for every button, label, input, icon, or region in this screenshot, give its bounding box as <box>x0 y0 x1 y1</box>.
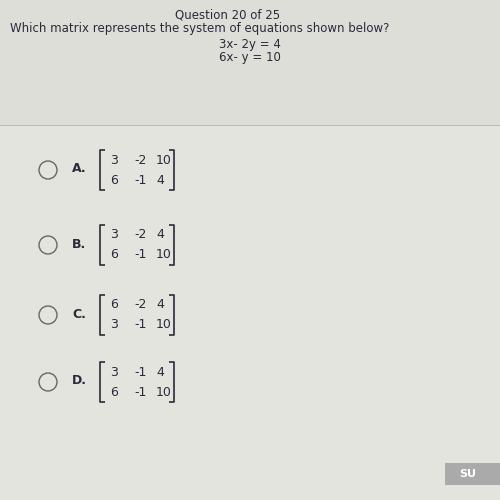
Text: -1: -1 <box>134 174 146 186</box>
Text: 6: 6 <box>110 298 118 312</box>
FancyBboxPatch shape <box>0 0 500 130</box>
Text: 4: 4 <box>156 228 164 241</box>
Text: 3: 3 <box>110 366 118 378</box>
Text: 10: 10 <box>156 386 172 398</box>
Text: 3: 3 <box>110 318 118 332</box>
Text: -1: -1 <box>134 386 146 398</box>
Text: 6x- y = 10: 6x- y = 10 <box>219 51 281 64</box>
Text: 3: 3 <box>110 228 118 241</box>
Text: -2: -2 <box>134 228 146 241</box>
Text: C.: C. <box>72 308 86 320</box>
Text: -1: -1 <box>134 318 146 332</box>
Text: -1: -1 <box>134 248 146 262</box>
Text: SU: SU <box>460 469 476 479</box>
Text: 3x- 2y = 4: 3x- 2y = 4 <box>219 38 281 51</box>
Text: Which matrix represents the system of equations shown below?: Which matrix represents the system of eq… <box>10 22 390 35</box>
Text: B.: B. <box>72 238 86 250</box>
Text: 6: 6 <box>110 174 118 186</box>
Text: D.: D. <box>72 374 87 388</box>
Text: -1: -1 <box>134 366 146 378</box>
Text: 10: 10 <box>156 248 172 262</box>
Text: 3: 3 <box>110 154 118 166</box>
Text: 6: 6 <box>110 386 118 398</box>
FancyBboxPatch shape <box>0 125 500 500</box>
Text: Question 20 of 25: Question 20 of 25 <box>175 8 280 21</box>
Text: -2: -2 <box>134 154 146 166</box>
FancyBboxPatch shape <box>445 463 500 485</box>
Text: 4: 4 <box>156 366 164 378</box>
Text: 10: 10 <box>156 318 172 332</box>
Text: 4: 4 <box>156 298 164 312</box>
Text: -2: -2 <box>134 298 146 312</box>
Text: 6: 6 <box>110 248 118 262</box>
Text: 4: 4 <box>156 174 164 186</box>
Text: A.: A. <box>72 162 86 175</box>
Text: 10: 10 <box>156 154 172 166</box>
